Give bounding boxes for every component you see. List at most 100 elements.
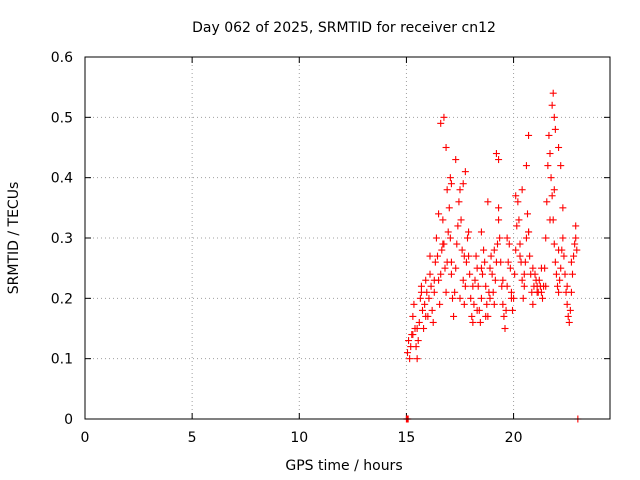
data-point [494,240,501,248]
data-point [496,234,504,242]
grid [85,57,610,419]
y-tick-label: 0.5 [51,110,73,126]
data-point [470,300,478,308]
data-point [473,306,481,314]
data-point [518,276,526,284]
data-point [516,252,524,260]
data-point [452,156,460,164]
data-point [548,192,556,200]
data-point [419,306,426,314]
data-point [489,288,497,296]
data-point [550,186,558,194]
data-point [539,294,546,302]
data-point [521,258,529,266]
data-point [515,216,523,224]
data-point [471,276,479,284]
data-point [410,300,418,308]
data-point [477,264,485,272]
data-point [459,276,467,284]
data-point [428,306,436,314]
data-point [557,264,565,272]
data-point [467,294,475,302]
data-point [446,174,454,182]
data-point [425,294,433,302]
data-point [468,312,476,320]
data-point [417,282,425,290]
data-point [449,294,456,302]
data-point [567,258,575,266]
data-point [404,349,411,357]
y-axis-label: SRMTID / TECUs [6,182,22,295]
data-point [472,252,480,260]
data-point [555,246,563,254]
x-tick-label: 15 [398,430,416,446]
data-point [529,264,537,272]
data-point [453,240,461,248]
x-tick-label: 0 [81,430,90,446]
data-point [542,234,550,242]
data-point [571,240,579,248]
data-point [434,252,441,260]
data-point [429,318,437,326]
data-point [559,234,567,242]
y-tick-label: 0.3 [51,231,73,247]
data-point [459,180,467,188]
data-point [481,258,489,266]
data-point [439,216,447,224]
data-point [531,270,539,278]
data-point [445,204,453,212]
data-point [486,264,494,272]
data-point [499,276,507,284]
data-point [441,264,449,272]
data-point [483,300,491,308]
data-point [414,337,422,345]
data-point [565,318,573,326]
data-point [435,210,443,218]
data-point [529,300,537,308]
x-tick-label: 5 [188,430,197,446]
data-point [506,264,514,272]
data-point [516,240,524,248]
data-point [479,270,486,278]
data-point [546,150,554,158]
plot-frame [84,56,611,420]
data-point [520,270,528,278]
x-tick-label: 10 [290,430,308,446]
data-point [442,288,450,296]
data-point [555,288,563,296]
data-point [518,186,526,194]
data-point [511,270,519,278]
data-point [557,162,565,170]
data-point [542,282,550,290]
data-point [456,186,464,194]
data-point [469,282,477,290]
data-point [477,228,485,236]
data-point [497,258,505,266]
data-point [504,258,512,266]
data-point [490,300,498,308]
data-point [452,264,460,272]
data-point [460,252,468,260]
data-point [405,337,413,345]
data-point [505,240,513,248]
data-point [552,270,560,278]
data-point [561,270,569,278]
data-point [526,252,534,260]
axis-ticks [84,56,610,420]
data-point [569,270,576,278]
data-point [543,198,551,206]
data-point [572,222,580,230]
data-point [512,192,520,200]
data-point [447,180,455,188]
data-point [432,234,440,242]
data-point [465,228,473,236]
data-point [469,318,477,326]
data-point [438,246,446,254]
data-point [447,270,455,278]
data-point [547,174,555,182]
data-point [431,258,439,266]
data-point [544,162,552,170]
chart-title: Day 062 of 2025, SRMTID for receiver cn1… [192,20,496,36]
data-point [458,246,466,254]
